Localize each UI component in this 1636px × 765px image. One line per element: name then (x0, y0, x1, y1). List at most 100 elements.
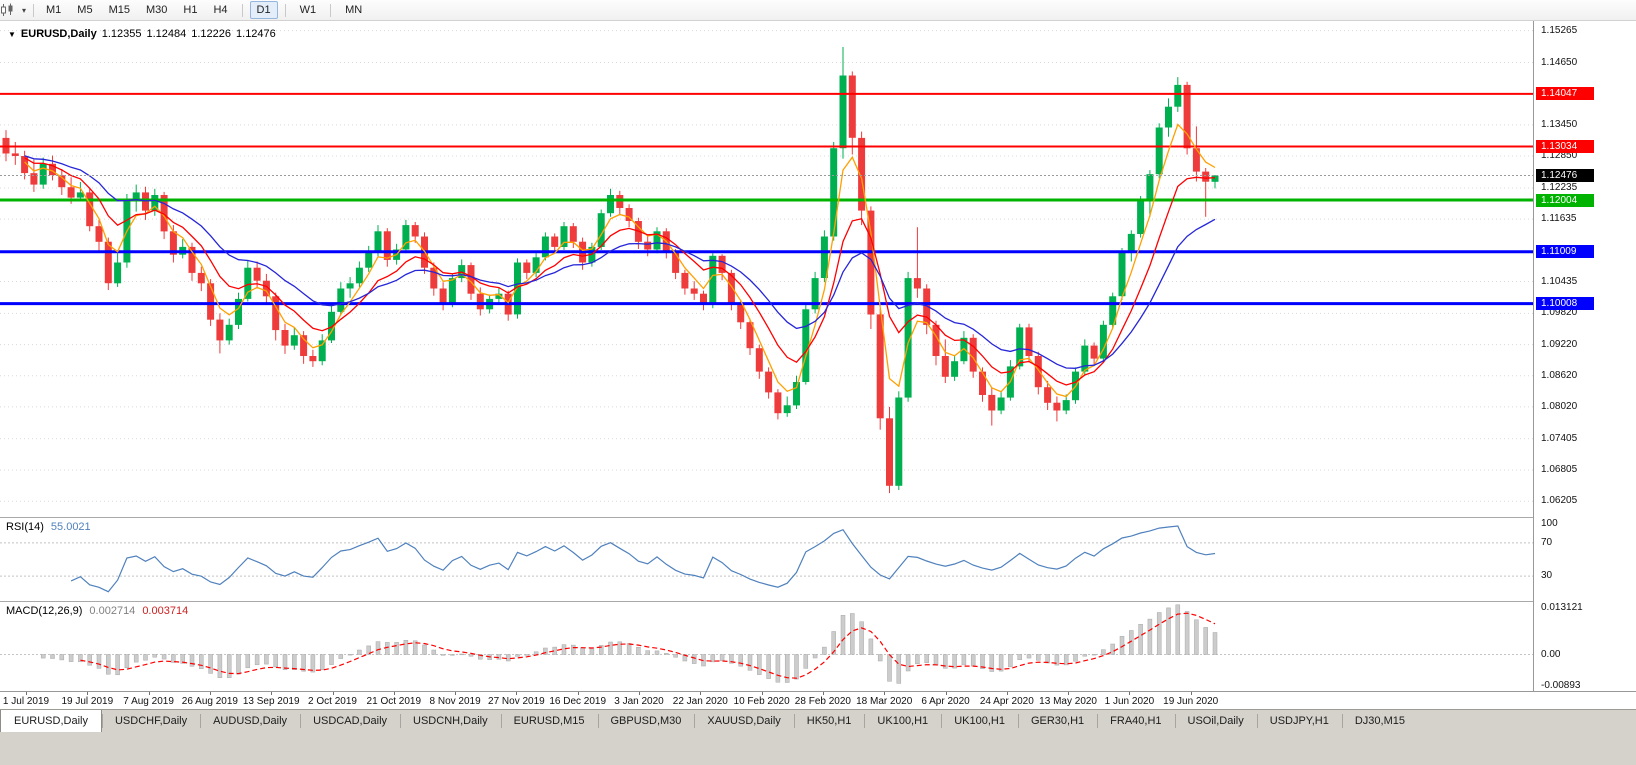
panel-separator[interactable] (0, 517, 1636, 518)
chart-tab-USDCNH-Daily[interactable]: USDCNH,Daily (400, 710, 501, 732)
macd-indicator-label: MACD(12,26,9) 0.002714 0.003714 (6, 605, 188, 617)
timeframe-button-W1[interactable]: W1 (299, 4, 317, 16)
price-axis-label: 1.11635 (1541, 213, 1577, 225)
date-label: 16 Dec 2019 (549, 696, 607, 707)
chart-tab-AUDUSD-Daily[interactable]: AUDUSD,Daily (200, 710, 300, 732)
price-level-label: 1.12004 (1536, 193, 1594, 207)
toolbar-separator (241, 3, 243, 17)
price-axis-label: 1.12850 (1541, 150, 1578, 161)
price-axis-label: 1.12235 (1541, 182, 1578, 193)
chart-tab-USDJPY-H1[interactable]: USDJPY,H1 (1256, 710, 1342, 732)
candles-layer (2, 47, 1219, 494)
chart-tab-EURUSD-Daily[interactable]: EURUSD,Daily (0, 710, 102, 732)
panel-separator[interactable] (0, 601, 1636, 602)
chart-tab-EURUSD-M15[interactable]: EURUSD,M15 (500, 710, 598, 732)
time-axis-tick (332, 692, 334, 695)
price-axis-label: 1.07405 (1541, 432, 1578, 444)
price-axis[interactable]: 1.15265 1.14650 1.13450 1.12850 1.12235 1.116… (1533, 21, 1636, 691)
timeframe-button-H1[interactable]: H1 (183, 4, 198, 16)
chart-tab-USDCHF-Daily[interactable]: USDCHF,Daily (101, 710, 200, 732)
chart-tab-GER30-H1[interactable]: GER30,H1 (1017, 710, 1097, 732)
macd-axis-label: 0.00 (1541, 648, 1561, 660)
price-axis-label: 1.14650 (1541, 56, 1578, 68)
date-label: 24 Apr 2020 (979, 696, 1034, 707)
price-axis-label: 1.06205 (1541, 495, 1578, 507)
toolbar: ▾ M1 M5 M15 M30 H1 H4 D1 W1 MN (0, 0, 1636, 21)
timeframe-button-M30[interactable]: M30 (145, 4, 168, 16)
rsi-name: RSI(14) (6, 521, 44, 533)
chart-type-icon[interactable] (1, 2, 22, 18)
candlestick-glyph (1, 3, 13, 16)
rsi-indicator-label: RSI(14) 55.0021 (6, 521, 91, 533)
price-axis-label: 1.06805 (1541, 464, 1578, 475)
timeframe-button-M5[interactable]: M5 (77, 4, 93, 16)
macd-axis-label: 0.013121 (1541, 602, 1583, 613)
price-axis-label: 1.09820 (1541, 307, 1578, 319)
date-label: 19 Jul 2019 (61, 696, 114, 707)
rsi-axis-label: 100 (1541, 518, 1558, 529)
timeframe-button-M15[interactable]: M15 (108, 4, 130, 16)
chart-tab-bar: EURUSD,Daily USDCHF,Daily AUDUSD,Daily USDC… (0, 709, 1636, 765)
time-axis-tick (822, 692, 824, 695)
price-axis-label: 1.13450 (1541, 118, 1578, 130)
macd-name: MACD(12,26,9) (6, 605, 83, 617)
rsi-axis-label: 30 (1541, 570, 1553, 582)
price-chart-canvas[interactable] (0, 21, 1533, 517)
time-axis-tick (1006, 692, 1008, 695)
ohlc-high: 1.12484 (146, 28, 187, 40)
time-axis-tick (87, 692, 89, 695)
time-axis-tick (1129, 692, 1131, 695)
price-axis-label: 1.08620 (1541, 369, 1578, 381)
ohlc-close: 1.12476 (236, 28, 276, 40)
timeframe-button-M1[interactable]: M1 (46, 4, 62, 16)
chart-tab-UK100-H1[interactable]: UK100,H1 (864, 710, 941, 732)
rsi-panel-canvas[interactable] (0, 518, 1533, 601)
time-axis-tick (26, 692, 27, 695)
chart-collapse-icon[interactable]: ▼ (8, 29, 16, 39)
chart-title: ▼ EURUSD,Daily 1.12355 1.12484 1.12226 1… (8, 28, 276, 40)
time-axis-tick (639, 692, 640, 695)
date-label: 18 Mar 2020 (856, 696, 913, 707)
rsi-value: 55.0021 (50, 521, 91, 533)
date-label: 22 Jan 2020 (672, 696, 728, 707)
timeframe-button-D1[interactable]: D1 (249, 1, 278, 19)
time-axis-tick (455, 692, 457, 695)
macd-panel-canvas[interactable] (0, 602, 1533, 691)
timeframe-buttons: M1 M5 M15 M30 H1 H4 D1 W1 MN (39, 1, 369, 19)
price-axis-label: 1.08020 (1541, 400, 1578, 412)
chart-tab-USOil-Daily[interactable]: USOil,Daily (1174, 710, 1257, 732)
price-level-label: 1.10008 (1536, 297, 1594, 311)
time-axis-tick (516, 692, 518, 695)
price-axis-label: 1.10435 (1541, 275, 1578, 287)
chart-tab-XAUUSD-Daily[interactable]: XAUUSD,Daily (694, 710, 793, 732)
date-label: 21 Oct 2019 (366, 696, 422, 707)
date-label: 28 Feb 2020 (794, 696, 851, 707)
chart-tab-FRA40-H1[interactable]: FRA40,H1 (1097, 710, 1174, 732)
chart-tab-USDCAD-Daily[interactable]: USDCAD,Daily (300, 710, 400, 732)
time-axis-tick (209, 692, 211, 695)
macd-main-value: 0.002714 (89, 605, 136, 617)
chart-tab-DJ30-M15[interactable]: DJ30,M15 (1341, 710, 1418, 732)
horizontal-level-lines[interactable] (0, 92, 1533, 306)
price-level-label: 1.14047 (1536, 87, 1594, 101)
date-label: 7 Aug 2019 (123, 696, 174, 707)
date-label: 2 Oct 2019 (308, 696, 357, 707)
time-axis-tick (1068, 692, 1070, 695)
time-axis[interactable]: 1 Jul 2019 19 Jul 2019 7 Aug 2019 26 Aug 20… (0, 691, 1636, 709)
time-axis-tick (700, 692, 702, 695)
timeframe-button-MN[interactable]: MN (345, 4, 363, 16)
timeframe-button-H4[interactable]: H4 (213, 4, 228, 16)
price-axis-label: 1.09220 (1541, 338, 1578, 350)
chart-tabs: EURUSD,Daily USDCHF,Daily AUDUSD,Daily USDC… (0, 710, 1636, 732)
chart-tab-HK50-H1[interactable]: HK50,H1 (793, 710, 865, 732)
moving-averages-layer (24, 123, 1216, 398)
time-axis-tick (148, 692, 150, 695)
slow-ma-line (24, 155, 1216, 369)
chart-symbol-period: EURUSD,Daily (20, 28, 97, 40)
macd-signal-line (80, 612, 1216, 679)
chart-tab-GBPUSD-M30[interactable]: GBPUSD,M30 (597, 710, 695, 732)
ohlc-low: 1.12226 (191, 28, 232, 40)
chart-type-dropdown-caret-icon[interactable]: ▾ (22, 5, 27, 15)
chart-tab-UK100-H1[interactable]: UK100,H1 (941, 710, 1018, 732)
toolbar-separator (33, 3, 35, 17)
